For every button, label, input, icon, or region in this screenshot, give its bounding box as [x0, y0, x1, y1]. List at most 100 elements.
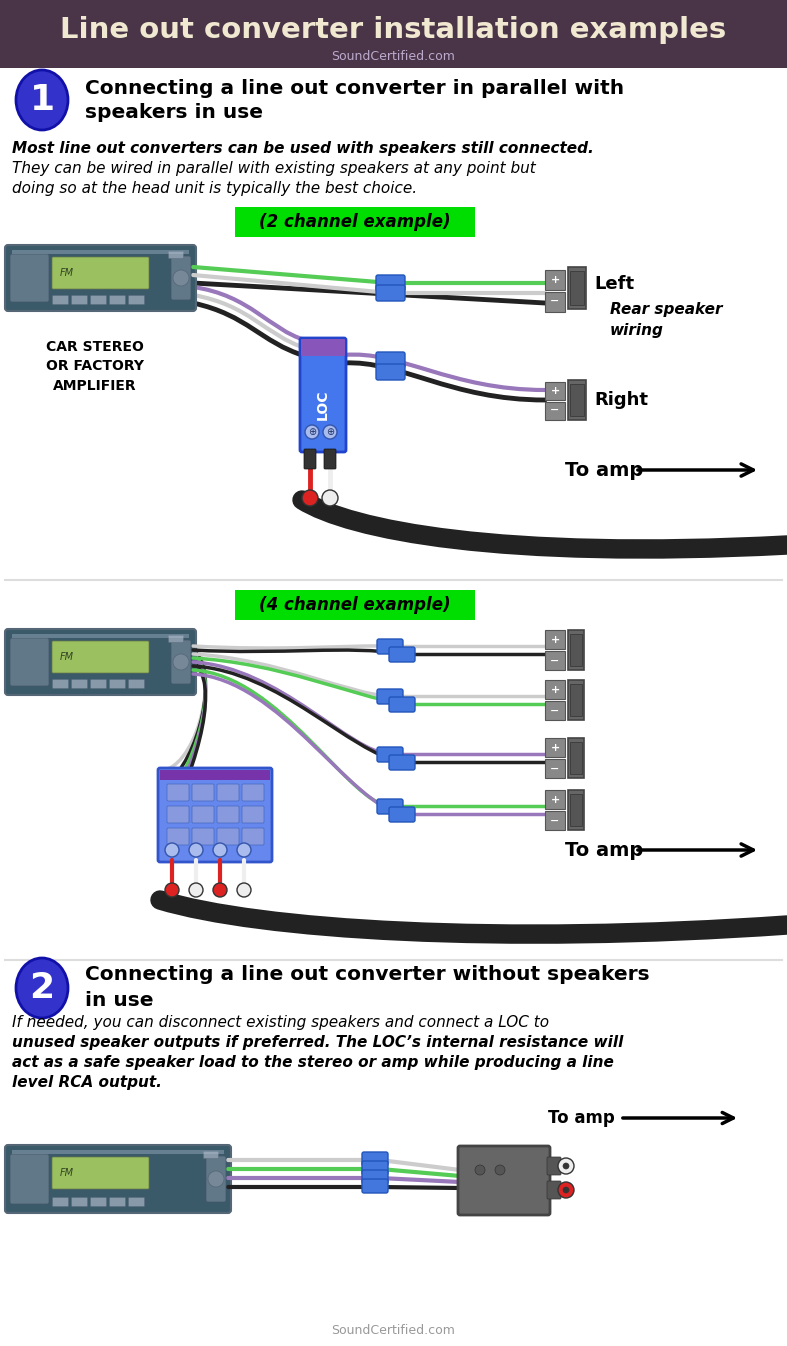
FancyBboxPatch shape	[304, 450, 316, 468]
Circle shape	[302, 490, 318, 506]
Circle shape	[208, 1171, 224, 1187]
FancyBboxPatch shape	[167, 806, 189, 822]
Text: +: +	[550, 635, 560, 645]
FancyBboxPatch shape	[72, 1198, 87, 1206]
FancyBboxPatch shape	[5, 1145, 231, 1213]
FancyBboxPatch shape	[377, 639, 403, 654]
FancyBboxPatch shape	[389, 697, 415, 712]
FancyBboxPatch shape	[128, 1198, 145, 1206]
Circle shape	[558, 1158, 574, 1174]
Bar	[568, 680, 584, 720]
FancyBboxPatch shape	[376, 353, 405, 367]
Text: Line out converter installation examples: Line out converter installation examples	[60, 16, 726, 44]
FancyBboxPatch shape	[389, 808, 415, 822]
Bar	[545, 790, 565, 809]
Circle shape	[237, 843, 251, 857]
Text: LOC: LOC	[316, 390, 330, 420]
Text: (2 channel example): (2 channel example)	[259, 213, 451, 232]
FancyBboxPatch shape	[206, 1156, 226, 1202]
Text: Left: Left	[594, 275, 634, 293]
Bar	[235, 590, 475, 621]
Text: CAR STEREO
OR FACTORY
AMPLIFIER: CAR STEREO OR FACTORY AMPLIFIER	[46, 341, 144, 393]
FancyBboxPatch shape	[376, 275, 405, 291]
Text: They can be wired in parallel with existing speakers at any point but: They can be wired in parallel with exist…	[12, 160, 536, 175]
FancyBboxPatch shape	[389, 755, 415, 770]
Bar	[570, 742, 582, 774]
Text: FM: FM	[60, 651, 74, 662]
Text: −: −	[550, 816, 560, 826]
FancyBboxPatch shape	[362, 1162, 388, 1175]
FancyBboxPatch shape	[109, 296, 125, 304]
Circle shape	[173, 271, 189, 285]
FancyBboxPatch shape	[128, 296, 145, 304]
Text: −: −	[550, 296, 560, 306]
FancyBboxPatch shape	[301, 339, 345, 355]
Text: (4 channel example): (4 channel example)	[259, 596, 451, 614]
FancyBboxPatch shape	[91, 680, 106, 689]
Ellipse shape	[16, 70, 68, 131]
Bar	[545, 738, 565, 756]
Text: Most line out converters can be used with speakers still connected.: Most line out converters can be used wit…	[12, 140, 593, 156]
Circle shape	[475, 1166, 485, 1175]
Bar	[235, 207, 475, 237]
Text: speakers in use: speakers in use	[85, 102, 263, 121]
FancyBboxPatch shape	[168, 635, 183, 642]
Text: level RCA output.: level RCA output.	[12, 1074, 162, 1089]
FancyBboxPatch shape	[362, 1152, 388, 1166]
Text: Connecting a line out converter in parallel with: Connecting a line out converter in paral…	[85, 78, 624, 97]
Bar	[570, 634, 582, 666]
Bar	[568, 790, 584, 830]
FancyBboxPatch shape	[192, 828, 214, 845]
FancyBboxPatch shape	[389, 647, 415, 662]
FancyBboxPatch shape	[377, 747, 403, 762]
Text: +: +	[550, 685, 560, 695]
Bar	[568, 630, 584, 670]
Bar	[545, 292, 565, 312]
Circle shape	[563, 1163, 569, 1168]
FancyBboxPatch shape	[109, 680, 125, 689]
FancyBboxPatch shape	[72, 680, 87, 689]
FancyBboxPatch shape	[72, 296, 87, 304]
FancyBboxPatch shape	[376, 363, 405, 380]
Bar	[570, 794, 582, 826]
Bar	[568, 380, 586, 420]
FancyBboxPatch shape	[167, 828, 189, 845]
FancyBboxPatch shape	[547, 1158, 561, 1175]
Circle shape	[495, 1166, 505, 1175]
Bar	[568, 267, 586, 310]
FancyBboxPatch shape	[91, 296, 106, 304]
Bar	[545, 651, 565, 670]
FancyBboxPatch shape	[10, 638, 49, 686]
FancyBboxPatch shape	[192, 806, 214, 822]
Text: 1: 1	[29, 83, 54, 117]
FancyBboxPatch shape	[376, 285, 405, 302]
Bar	[570, 684, 582, 716]
Bar	[570, 271, 584, 306]
FancyBboxPatch shape	[217, 828, 239, 845]
FancyBboxPatch shape	[324, 450, 336, 468]
Bar	[545, 630, 565, 649]
Text: −: −	[550, 656, 560, 666]
Circle shape	[189, 883, 203, 896]
Bar	[160, 770, 270, 779]
FancyBboxPatch shape	[204, 1151, 219, 1159]
Text: SoundCertified.com: SoundCertified.com	[331, 50, 455, 62]
Text: Connecting a line out converter without speakers: Connecting a line out converter without …	[85, 965, 649, 984]
FancyBboxPatch shape	[52, 1158, 149, 1189]
Bar	[545, 812, 565, 830]
Bar	[570, 384, 584, 416]
Circle shape	[322, 490, 338, 506]
FancyBboxPatch shape	[5, 245, 196, 311]
Text: +: +	[550, 386, 560, 396]
FancyBboxPatch shape	[377, 800, 403, 814]
FancyBboxPatch shape	[10, 254, 49, 302]
Text: +: +	[550, 743, 560, 752]
Text: −: −	[550, 707, 560, 716]
Circle shape	[189, 843, 203, 857]
Text: +: +	[550, 795, 560, 805]
FancyBboxPatch shape	[217, 806, 239, 822]
FancyBboxPatch shape	[158, 769, 272, 861]
Text: in use: in use	[85, 991, 153, 1010]
Text: 2: 2	[29, 970, 54, 1005]
Text: +: +	[550, 275, 560, 285]
